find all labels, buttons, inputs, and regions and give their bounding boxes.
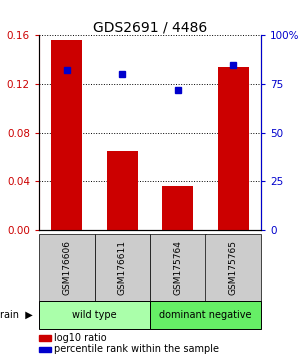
- Text: wild type: wild type: [72, 310, 117, 320]
- Text: GSM175765: GSM175765: [229, 240, 238, 295]
- Text: log10 ratio: log10 ratio: [54, 333, 106, 343]
- Bar: [218, 67, 248, 230]
- Text: GSM176611: GSM176611: [118, 240, 127, 295]
- Title: GDS2691 / 4486: GDS2691 / 4486: [93, 20, 207, 34]
- Bar: [107, 151, 137, 230]
- Text: GSM175764: GSM175764: [173, 240, 182, 295]
- Bar: [163, 186, 193, 230]
- Text: strain  ▶: strain ▶: [0, 310, 33, 320]
- Bar: [52, 40, 82, 230]
- Text: percentile rank within the sample: percentile rank within the sample: [54, 344, 219, 354]
- Text: dominant negative: dominant negative: [159, 310, 252, 320]
- Text: GSM176606: GSM176606: [62, 240, 71, 295]
